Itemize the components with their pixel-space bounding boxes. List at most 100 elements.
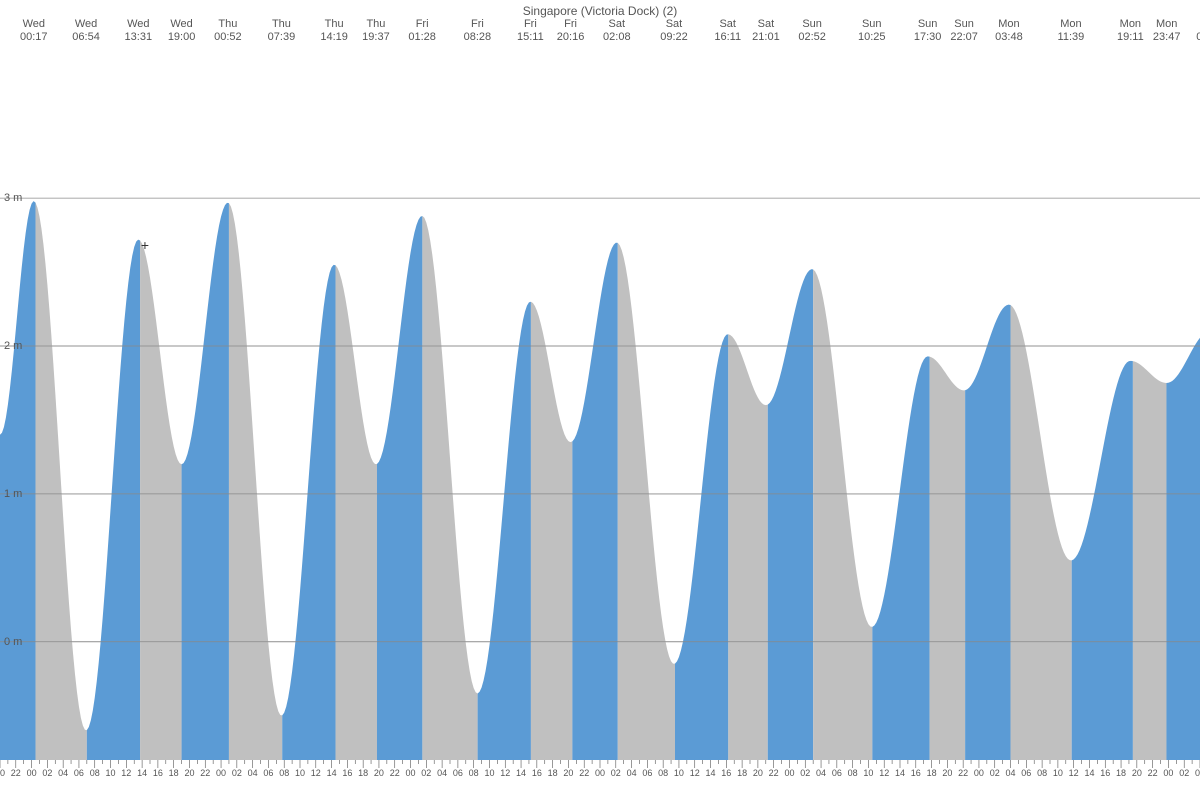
falling-tide-area (229, 203, 282, 760)
tide-event-label: Thu07:39 (268, 18, 296, 44)
top-event-labels: Wed00:17Wed06:54Wed13:31Wed19:00Thu00:52… (0, 18, 1200, 46)
x-tick: 04 (1195, 768, 1200, 778)
chart-title: Singapore (Victoria Dock) (2) (0, 4, 1200, 18)
x-tick: 18 (169, 768, 179, 778)
x-tick: 18 (548, 768, 558, 778)
x-tick: 16 (153, 768, 163, 778)
x-tick: 06 (832, 768, 842, 778)
tide-event-label: Fri15:11 (517, 18, 544, 44)
falling-tide-area (140, 241, 181, 760)
rising-tide-area (478, 302, 531, 760)
y-label: 1 m (4, 488, 22, 500)
x-tick: 22 (11, 768, 21, 778)
x-tick: 02 (800, 768, 810, 778)
x-tick: 12 (500, 768, 510, 778)
x-tick: 10 (674, 768, 684, 778)
x-tick: 22 (1148, 768, 1158, 778)
x-tick: 20 (1132, 768, 1142, 778)
x-tick: 04 (248, 768, 258, 778)
x-tick: 04 (437, 768, 447, 778)
tide-event-label: Wed00:17 (20, 18, 48, 44)
cursor-cross-icon: + (141, 239, 149, 255)
x-tick: 18 (927, 768, 937, 778)
x-tick: 00 (974, 768, 984, 778)
x-tick: 12 (879, 768, 889, 778)
rising-tide-area (87, 240, 140, 760)
x-tick: 08 (848, 768, 858, 778)
rising-tide-area (282, 265, 335, 760)
rising-tide-area (965, 305, 1010, 760)
x-tick: 10 (863, 768, 873, 778)
x-tick: 20 (0, 768, 5, 778)
rising-tide-area (768, 269, 813, 760)
tide-event-label: Mon19:11 (1117, 18, 1144, 44)
x-tick: 06 (74, 768, 84, 778)
tide-event-label: Fri08:28 (464, 18, 492, 44)
rising-tide-area (675, 334, 728, 760)
x-tick: 18 (358, 768, 368, 778)
y-label: 0 m (4, 636, 22, 648)
falling-tide-area (336, 265, 377, 760)
x-tick: 20 (374, 768, 384, 778)
tide-chart: Singapore (Victoria Dock) (2) Wed00:17We… (0, 0, 1200, 800)
rising-tide-area (572, 243, 617, 760)
x-tick: 00 (27, 768, 37, 778)
x-tick: 04 (1006, 768, 1016, 778)
falling-tide-area (813, 269, 872, 760)
x-tick: 04 (816, 768, 826, 778)
x-tick: 20 (563, 768, 573, 778)
falling-tide-area (1011, 305, 1072, 760)
tide-event-label: Fri01:28 (408, 18, 436, 44)
tide-event-label: Thu19:37 (362, 18, 390, 44)
falling-tide-area (1133, 361, 1167, 760)
tide-event-label: Sat21:01 (752, 18, 780, 44)
x-tick: 14 (1084, 768, 1094, 778)
falling-tide-area (728, 334, 767, 760)
falling-tide-area (930, 357, 966, 760)
plot-area: 0 m 1 m 2 m 3 m 20 22 00 02 04 06 08 10 12 14 16 18 20 2… (0, 46, 1200, 780)
x-tick: 14 (516, 768, 526, 778)
x-tick: 04 (58, 768, 68, 778)
tide-svg (0, 46, 1200, 780)
x-tick: 10 (484, 768, 494, 778)
x-tick: 02 (611, 768, 621, 778)
tide-event-label: Mon23:47 (1153, 18, 1181, 44)
x-tick: 20 (184, 768, 194, 778)
x-tick: 16 (911, 768, 921, 778)
x-tick: 10 (106, 768, 116, 778)
y-label: 2 m (4, 340, 22, 352)
tide-event-label: Fri20:16 (557, 18, 585, 44)
x-tick: 20 (753, 768, 763, 778)
x-tick: 12 (121, 768, 131, 778)
x-tick: 02 (990, 768, 1000, 778)
tide-event-label: Mon03:48 (995, 18, 1023, 44)
falling-tide-area (531, 302, 572, 760)
x-tick: 16 (1100, 768, 1110, 778)
x-tick: 00 (1163, 768, 1173, 778)
x-tick: 22 (390, 768, 400, 778)
y-label: 3 m (4, 192, 22, 204)
tide-event-label: Sun02:52 (798, 18, 826, 44)
x-tick: 12 (311, 768, 321, 778)
x-tick: 06 (263, 768, 273, 778)
x-tick: 08 (658, 768, 668, 778)
x-tick: 22 (579, 768, 589, 778)
x-tick: 22 (200, 768, 210, 778)
x-tick: 22 (769, 768, 779, 778)
x-tick: 06 (642, 768, 652, 778)
falling-tide-area (422, 216, 477, 760)
tide-event-label: Tue05:16 (1196, 18, 1200, 44)
x-tick: 02 (421, 768, 431, 778)
x-tick: 08 (469, 768, 479, 778)
tide-event-label: Thu00:52 (214, 18, 242, 44)
x-tick: 08 (90, 768, 100, 778)
x-tick: 18 (737, 768, 747, 778)
x-tick: 00 (216, 768, 226, 778)
x-tick: 16 (532, 768, 542, 778)
tide-event-label: Thu14:19 (320, 18, 348, 44)
rising-tide-area (182, 203, 229, 760)
x-tick: 18 (1116, 768, 1126, 778)
rising-tide-area (1166, 336, 1200, 760)
x-tick: 20 (942, 768, 952, 778)
tide-event-label: Sat02:08 (603, 18, 631, 44)
